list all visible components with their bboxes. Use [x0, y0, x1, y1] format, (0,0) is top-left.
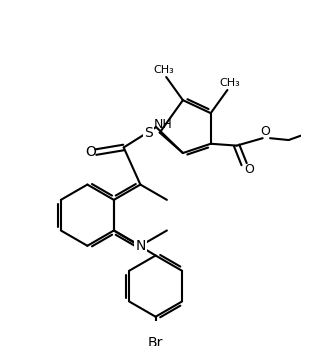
Text: N: N	[135, 239, 146, 253]
Text: Br: Br	[148, 336, 163, 346]
Text: S: S	[144, 126, 153, 140]
Text: NH: NH	[154, 118, 173, 131]
Text: O: O	[244, 163, 254, 176]
Text: CH₃: CH₃	[220, 78, 241, 88]
Text: N: N	[135, 239, 146, 253]
Text: O: O	[85, 145, 96, 159]
Text: CH₃: CH₃	[153, 65, 174, 74]
Text: O: O	[261, 125, 271, 138]
